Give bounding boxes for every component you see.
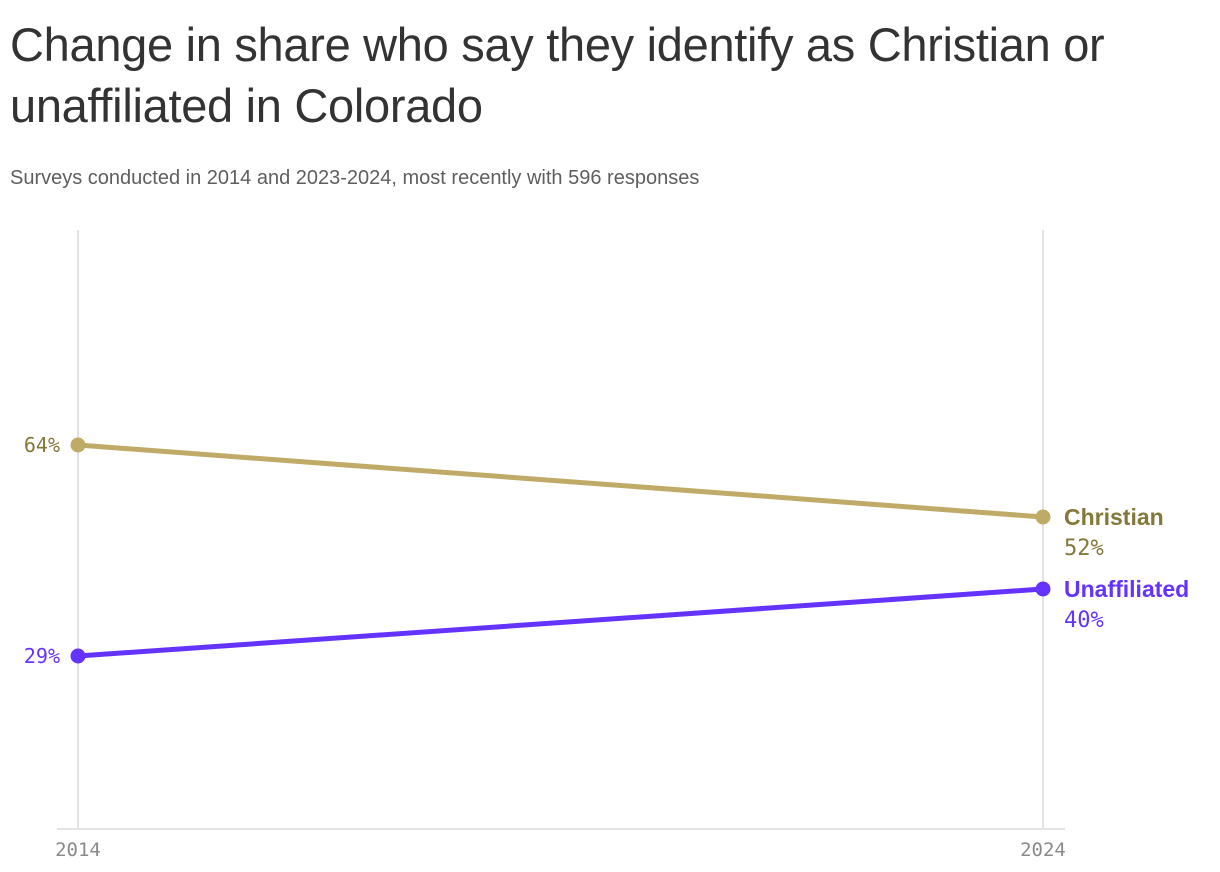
christian-line (75, 442, 1046, 520)
christian-end-label: 52% (1064, 536, 1104, 561)
x-tick-2014: 2014 (55, 839, 101, 861)
unaffiliated-start-label: 29% (24, 644, 60, 668)
unaffiliated-series-name: Unaffiliated (1064, 576, 1189, 602)
christian-start-label: 64% (24, 433, 60, 457)
unaffiliated-point-2014[interactable] (70, 648, 86, 664)
christian-point-2024[interactable] (1035, 509, 1051, 525)
unaffiliated-point-2024[interactable] (1035, 581, 1051, 597)
chart-subtitle: Surveys conducted in 2014 and 2023-2024,… (10, 167, 700, 189)
christian-point-2014[interactable] (70, 437, 86, 453)
unaffiliated-end-label: 40% (1064, 608, 1104, 633)
chart-title: Change in share who say they identify as… (10, 18, 1105, 132)
x-tick-2024: 2024 (1020, 839, 1066, 861)
christian-series-name: Christian (1064, 504, 1164, 530)
unaffiliated-line (75, 586, 1046, 659)
